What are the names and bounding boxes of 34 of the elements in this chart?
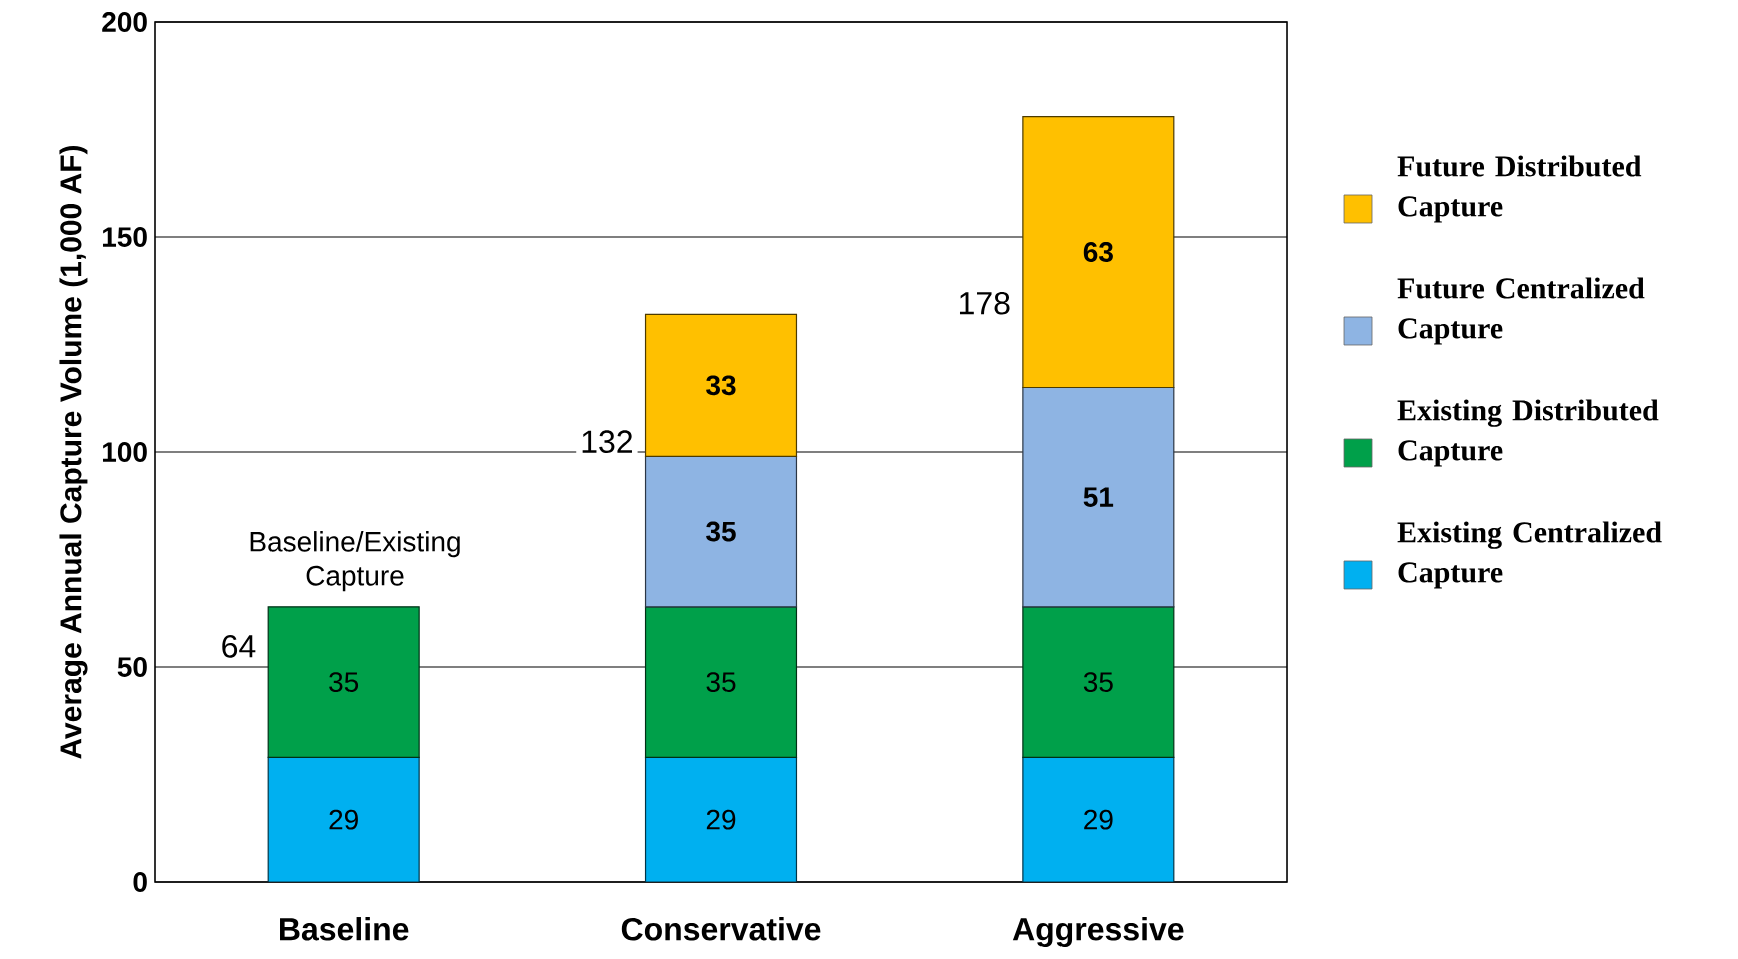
data-label: 29 (329, 809, 358, 830)
annotation: Baseline/Existing Capture (250, 531, 460, 592)
legend-label: Future Centralized Capture (1397, 277, 1645, 345)
data-label: 29 (1084, 809, 1113, 830)
data-label: 35 (1083, 672, 1113, 692)
legend-label: Existing Distributed Capture (1397, 399, 1659, 467)
y-tick-label: 0 (133, 872, 147, 892)
data-label: 63 (1083, 242, 1113, 262)
y-tick-label: 150 (102, 227, 147, 247)
bar (644, 606, 798, 758)
data-label: 29 (706, 809, 736, 830)
x-tick-label: Conservative (621, 917, 821, 941)
total-label: 178 (959, 291, 1010, 315)
data-label: 33 (706, 375, 736, 396)
y-axis-title: Average Annual Capture Volume (1,000 AF) (59, 145, 88, 759)
x-tick-label: Aggressive (1012, 917, 1184, 948)
data-label: 35 (329, 672, 359, 692)
total-label: 132 (582, 430, 632, 453)
bar (644, 455, 798, 608)
bar (1022, 115, 1175, 389)
bar (644, 313, 798, 457)
bar (1022, 386, 1175, 608)
y-tick-label: 200 (102, 12, 147, 32)
total-label: 64 (222, 635, 256, 658)
legend-label: Future Distributed Capture (1397, 155, 1642, 223)
data-label: 51 (1083, 487, 1114, 507)
y-tick-label: 50 (117, 657, 147, 677)
y-tick-label: 100 (102, 442, 147, 462)
bar (267, 606, 420, 758)
data-label: 35 (706, 672, 736, 692)
x-tick-label: Baseline (280, 917, 409, 941)
data-label: 35 (706, 521, 736, 542)
bar (1022, 606, 1175, 758)
legend-label: Existing Centralized Capture (1397, 521, 1662, 589)
